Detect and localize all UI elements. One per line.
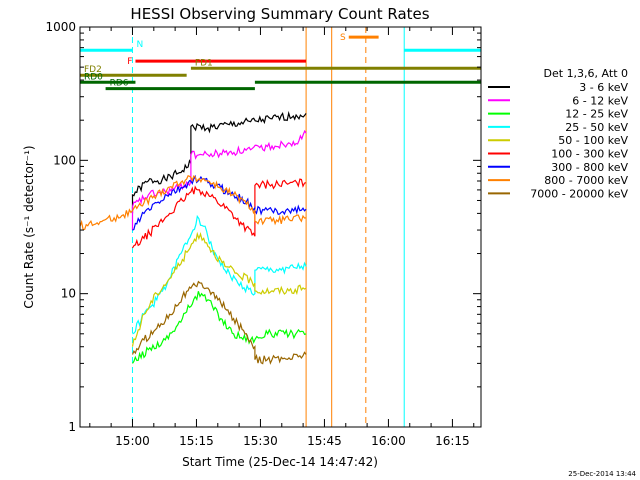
legend-entry-2: 12 - 25 keV bbox=[565, 108, 628, 121]
y-axis-label: Count Rate (s⁻¹ detector⁻¹) bbox=[22, 145, 36, 308]
x-axis-label: Start Time (25-Dec-14 14:47:42) bbox=[182, 455, 378, 469]
series-line-5 bbox=[131, 178, 307, 249]
plot-frame bbox=[79, 26, 482, 428]
legend-entry-6: 300 - 800 keV bbox=[551, 161, 628, 174]
timestamp: 25-Dec-2014 13:44 bbox=[568, 470, 636, 478]
interval-label-5: RD0 bbox=[84, 72, 103, 82]
series-line-8 bbox=[131, 280, 307, 365]
x-tick-label: 16:00 bbox=[371, 434, 406, 448]
interval-label-6: RD6 bbox=[110, 79, 129, 89]
x-tick-label: 15:45 bbox=[307, 434, 342, 448]
axis-ticks: 1 10 100 1000 15:00 15:15 15:30 15:45 16:00 16:15 bbox=[45, 20, 481, 448]
series-line-3 bbox=[132, 214, 307, 335]
x-tick-label: 16:15 bbox=[435, 434, 470, 448]
interval-label-0: N bbox=[136, 40, 143, 50]
series-line-6 bbox=[132, 174, 307, 231]
legend-entry-3: 25 - 50 keV bbox=[565, 121, 628, 134]
y-tick-label: 10 bbox=[61, 287, 76, 301]
interval-label-3: FD1 bbox=[195, 58, 213, 68]
interval-label-4: FD2 bbox=[84, 65, 102, 75]
interval-label-1: S bbox=[340, 33, 346, 43]
legend-entry-0: 3 - 6 keV bbox=[579, 81, 628, 94]
legend-entry-5: 100 - 300 keV bbox=[551, 148, 628, 161]
legend-entry-4: 50 - 100 keV bbox=[558, 134, 628, 147]
chart-title: HESSI Observing Summary Count Rates bbox=[130, 5, 429, 23]
legend-entry-1: 6 - 12 keV bbox=[572, 94, 628, 107]
series-line-4 bbox=[131, 231, 307, 347]
interval-label-2: F bbox=[127, 57, 132, 67]
legend-entry-8: 7000 - 20000 keV bbox=[530, 187, 628, 200]
y-tick-label: 1000 bbox=[45, 20, 76, 34]
legend-entry-7: 800 - 7000 keV bbox=[544, 174, 628, 187]
series-line-1 bbox=[131, 129, 307, 231]
series-line-7 bbox=[79, 175, 307, 231]
x-tick-label: 15:00 bbox=[115, 434, 150, 448]
legend-title: Det 1,3,6, Att 0 bbox=[544, 67, 628, 80]
series-line-0 bbox=[131, 110, 307, 214]
x-tick-label: 15:15 bbox=[179, 434, 214, 448]
y-tick-label: 1 bbox=[68, 420, 76, 434]
series-line-2 bbox=[132, 291, 307, 364]
x-tick-label: 15:30 bbox=[243, 434, 278, 448]
y-tick-label: 100 bbox=[53, 153, 76, 167]
